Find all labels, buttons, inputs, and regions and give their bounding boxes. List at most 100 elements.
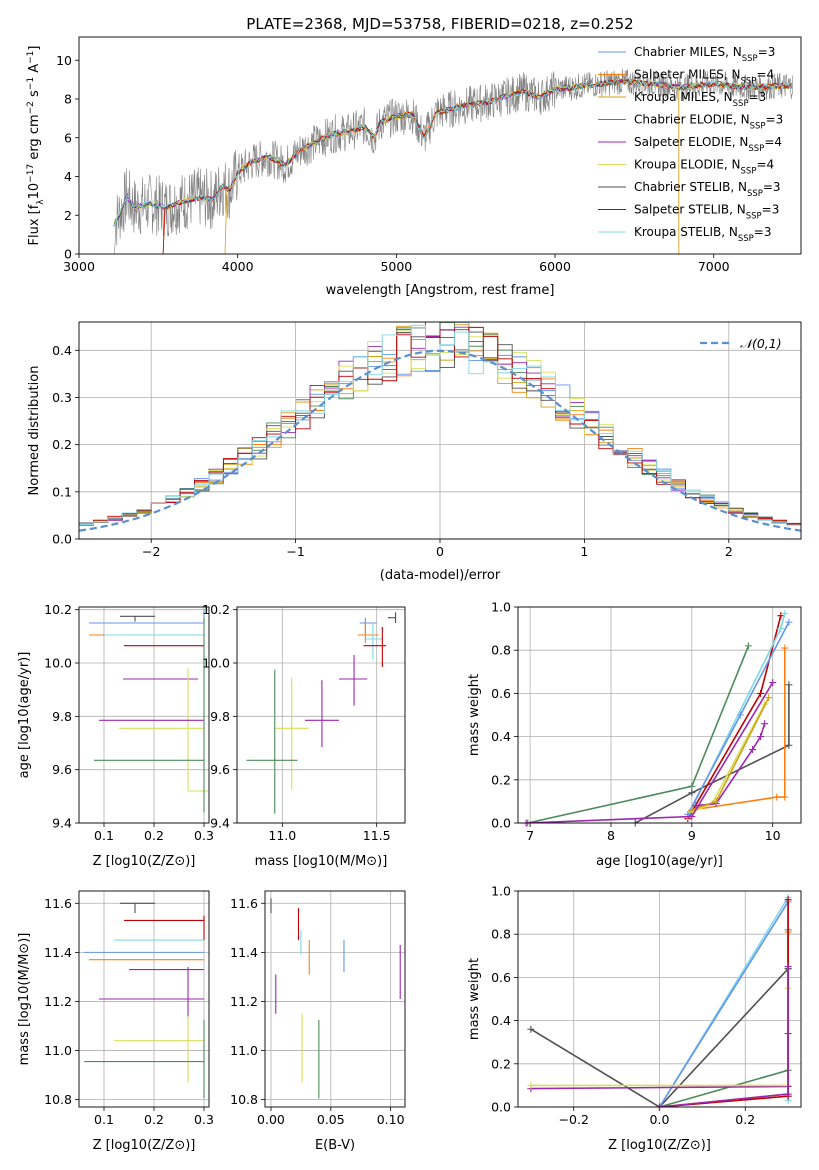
x-tick-label: 9 [688, 828, 696, 843]
weight-marker [781, 609, 789, 617]
y-tick-label: 1.0 [491, 600, 511, 615]
y-tick-label: 11.2 [44, 994, 72, 1009]
y-tick-label: 0.0 [491, 1100, 511, 1115]
x-axis-label: E(B-V) [315, 1138, 355, 1153]
y-tick-label: 10.8 [230, 1092, 258, 1107]
plot-mass_vs_Z: 0.1 0.2 0.3 10.8 11.0 11.2 11.4 11.6 Z [log10(Z/… [17, 890, 214, 1153]
y-tick-label: 11.6 [230, 896, 258, 911]
weight-marker [784, 896, 792, 904]
x-tick-label: −0.2 [559, 1112, 589, 1127]
y-tick-label: 11.0 [230, 1043, 258, 1058]
legend-entry: 𝒩(0,1) [740, 336, 782, 351]
x-tick-label: 0.00 [257, 1112, 285, 1127]
x-tick-label: 1 [580, 544, 588, 559]
weight-marker [781, 793, 789, 801]
weight-series [659, 929, 789, 1107]
weight-marker [765, 694, 773, 702]
y-tick-label: 9.6 [52, 762, 72, 777]
x-tick-label: 8 [607, 828, 615, 843]
weight-marker [785, 741, 793, 749]
y-tick-label: 11.0 [44, 1043, 72, 1058]
y-tick-label: 0.8 [491, 643, 511, 658]
y-tick-label: 9.8 [52, 709, 72, 724]
weight-marker [688, 789, 696, 797]
x-tick-label: 0.2 [144, 828, 164, 843]
weight-series [659, 932, 789, 1107]
x-tick-label: 0.2 [144, 1112, 164, 1127]
x-tick-label: 0.1 [94, 1112, 114, 1127]
weight-marker [736, 711, 744, 719]
weight-marker [712, 797, 720, 805]
y-tick-label: 1.0 [491, 884, 511, 899]
y-tick-label: 10.2 [44, 602, 72, 617]
weight-series [526, 682, 774, 823]
x-axis-label: wavelength [Angstrom, rest frame] [326, 283, 555, 298]
weight-series [530, 968, 789, 1107]
plot-frame [264, 890, 406, 1108]
x-axis-label: (data-model)/error [380, 568, 501, 583]
weight-marker [773, 793, 781, 801]
weight-marker [785, 618, 793, 626]
weight-marker [785, 681, 793, 689]
y-tick-label: 0.6 [491, 686, 511, 701]
y-tick-label: 9.4 [210, 816, 230, 831]
y-tick-label: 8 [64, 92, 72, 107]
plot-frame [78, 606, 210, 824]
y-tick-label: 10.8 [44, 1092, 72, 1107]
legend: Chabrier MILES, NSSP=3 Salpeter MILES, NS… [598, 45, 783, 244]
x-tick-label: 10 [765, 828, 781, 843]
x-tick-label: 0.0 [650, 1112, 670, 1127]
weight-marker [757, 733, 765, 741]
weight-marker [777, 612, 785, 620]
y-tick-label: 9.4 [52, 816, 72, 831]
weight-marker [744, 642, 752, 650]
legend-entry: Kroupa STELIB, NSSP=3 [634, 225, 772, 244]
plot-frame [78, 36, 802, 255]
x-tick-label: 0.05 [317, 1112, 345, 1127]
plot-spectrum: 3000 4000 5000 6000 7000 0 2 4 6 8 10 wavelength [A… [26, 36, 802, 298]
plot-mass_weight_vs_age: 7 8 9 10 0.0 0.2 0.4 0.6 0.8 1.0 age [log10(age/yr… [467, 600, 802, 869]
x-tick-label: 6000 [539, 259, 571, 274]
x-tick-label: 5000 [380, 259, 412, 274]
legend-entry: Salpeter MILES, NSSP=4 [634, 68, 774, 87]
y-tick-label: 0.0 [491, 816, 511, 831]
y-axis-label: mass [log10(M/M⊙)] [17, 933, 32, 1066]
y-tick-label: 0.6 [491, 970, 511, 985]
weight-marker [688, 813, 696, 821]
y-tick-label: 0.0 [52, 532, 72, 547]
legend-entry: Salpeter ELODIE, NSSP=4 [634, 135, 782, 154]
y-tick-label: 11.4 [230, 945, 258, 960]
y-tick-label: 0.2 [491, 772, 511, 787]
weight-marker [784, 1090, 792, 1098]
y-axis-label: mass weight [467, 958, 482, 1040]
x-tick-label: 0.3 [194, 1112, 214, 1127]
weight-series [687, 621, 790, 815]
legend-entry: Kroupa ELODIE, NSSP=4 [634, 158, 774, 177]
x-tick-label: 4000 [222, 259, 254, 274]
x-tick-label: 7000 [698, 259, 730, 274]
weight-marker [757, 689, 765, 697]
x-tick-label: −1 [286, 544, 304, 559]
plot-frame [78, 321, 802, 540]
y-tick-label: 0 [64, 247, 72, 262]
weight-marker [688, 806, 696, 814]
y-tick-label: 0.8 [491, 927, 511, 942]
x-tick-label: 0.3 [194, 828, 214, 843]
plot-mass_vs_ebv: 0.00 0.05 0.10 10.8 11.0 11.2 11.4 11.6 E(B-V) [230, 890, 406, 1153]
x-tick-label: 0.2 [735, 1112, 755, 1127]
x-tick-label: 3000 [63, 259, 95, 274]
x-tick-label: 0.10 [377, 1112, 405, 1127]
x-tick-label: 2 [725, 544, 733, 559]
y-tick-label: 4 [64, 169, 72, 184]
x-tick-label: 11.5 [363, 828, 391, 843]
y-tick-label: 11.6 [44, 896, 72, 911]
weight-series [691, 648, 786, 811]
x-axis-label: mass [log10(M/M⊙)] [255, 854, 388, 869]
y-tick-label: 10 [56, 53, 72, 68]
gaussian-curve [78, 349, 802, 532]
x-axis-label: Z [log10(Z/Z⊙)] [93, 854, 196, 869]
weight-marker [688, 782, 696, 790]
y-tick-label: 6 [64, 130, 72, 145]
y-tick-label: 0.4 [491, 1013, 511, 1028]
